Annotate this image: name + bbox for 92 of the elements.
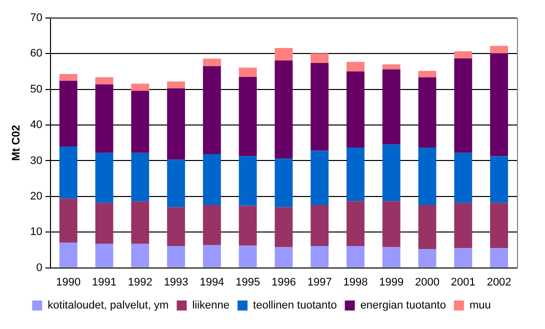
y-tick-label: 30 bbox=[30, 154, 42, 167]
bar bbox=[59, 242, 78, 268]
x-tick-label: 1995 bbox=[236, 276, 260, 288]
bar bbox=[59, 80, 78, 146]
x-tick-label: 1990 bbox=[56, 276, 81, 288]
bar bbox=[382, 64, 400, 70]
bar bbox=[454, 202, 472, 248]
bar bbox=[346, 246, 364, 268]
bar bbox=[310, 62, 329, 151]
legend-label: liikenne bbox=[192, 300, 230, 312]
x-tick-label: 2000 bbox=[415, 276, 440, 288]
bar bbox=[59, 74, 78, 81]
bar bbox=[346, 72, 364, 148]
legend-label: muu bbox=[469, 300, 491, 312]
bar bbox=[490, 46, 508, 54]
bar bbox=[202, 58, 221, 66]
bar bbox=[238, 68, 257, 77]
bar bbox=[238, 246, 257, 268]
x-tick-label: 2002 bbox=[486, 276, 512, 288]
bar bbox=[131, 90, 150, 153]
bar bbox=[454, 152, 472, 203]
bar bbox=[167, 207, 186, 246]
bar bbox=[95, 152, 114, 203]
bar bbox=[202, 244, 221, 268]
bar bbox=[238, 156, 257, 206]
bar bbox=[167, 82, 186, 88]
bar bbox=[95, 244, 114, 268]
bar bbox=[131, 244, 150, 268]
bar bbox=[454, 248, 472, 268]
y-tick-label: 20 bbox=[30, 190, 42, 202]
bar bbox=[167, 88, 186, 160]
x-tick-label: 1993 bbox=[164, 276, 188, 288]
bar bbox=[382, 247, 400, 268]
x-tick-label: 1991 bbox=[92, 276, 117, 288]
bar bbox=[418, 204, 436, 250]
bar bbox=[131, 201, 150, 244]
bar bbox=[454, 51, 472, 58]
bar bbox=[238, 206, 257, 246]
bar bbox=[310, 204, 329, 246]
legend-label: teollinen tuotanto bbox=[253, 300, 337, 312]
bar bbox=[131, 152, 150, 202]
bar bbox=[382, 201, 400, 248]
bar bbox=[238, 76, 257, 156]
bar bbox=[95, 77, 114, 84]
bar bbox=[346, 148, 364, 202]
bar bbox=[418, 148, 436, 205]
bar bbox=[95, 84, 114, 153]
bar bbox=[310, 246, 329, 268]
bar bbox=[382, 69, 400, 144]
bar bbox=[167, 246, 186, 268]
bar bbox=[346, 201, 364, 246]
bar bbox=[274, 60, 293, 159]
y-axis-title: Mt C02 bbox=[10, 124, 23, 161]
bar bbox=[202, 154, 221, 205]
bar bbox=[382, 144, 400, 202]
bar bbox=[418, 249, 436, 268]
bar bbox=[202, 66, 221, 154]
bar bbox=[310, 150, 329, 205]
bar bbox=[59, 146, 78, 199]
x-tick-label: 1994 bbox=[200, 276, 224, 288]
bar bbox=[418, 70, 436, 78]
y-tick-label: 50 bbox=[30, 83, 42, 96]
x-tick-label: 1992 bbox=[128, 276, 152, 288]
y-tick-label: 70 bbox=[30, 12, 42, 24]
y-tick-label: 0 bbox=[36, 262, 42, 274]
y-tick-label: 60 bbox=[30, 48, 42, 60]
bar bbox=[202, 204, 221, 245]
x-tick-label: 1997 bbox=[307, 276, 332, 288]
bar bbox=[454, 58, 472, 153]
bar bbox=[131, 84, 150, 91]
bar bbox=[310, 53, 329, 63]
bar bbox=[167, 160, 186, 208]
bar bbox=[346, 62, 364, 72]
legend-label: energian tuotanto bbox=[360, 300, 446, 312]
bar bbox=[490, 202, 508, 248]
bar bbox=[59, 198, 78, 242]
bar bbox=[418, 77, 436, 148]
bar bbox=[274, 207, 293, 248]
x-tick-label: 1999 bbox=[379, 276, 404, 288]
bar bbox=[274, 158, 293, 208]
bar bbox=[490, 248, 508, 268]
bar bbox=[490, 156, 508, 203]
legend-label: kotitaloudet, palvelut, ym bbox=[48, 300, 169, 312]
x-tick-label: 2001 bbox=[450, 276, 476, 288]
y-tick-label: 40 bbox=[30, 119, 42, 132]
y-tick-label: 10 bbox=[30, 226, 42, 238]
bar bbox=[274, 48, 293, 60]
x-tick-label: 1996 bbox=[271, 276, 296, 288]
x-tick-label: 1998 bbox=[343, 276, 368, 288]
bar bbox=[95, 202, 114, 244]
bar bbox=[490, 53, 508, 156]
bar bbox=[274, 247, 293, 268]
